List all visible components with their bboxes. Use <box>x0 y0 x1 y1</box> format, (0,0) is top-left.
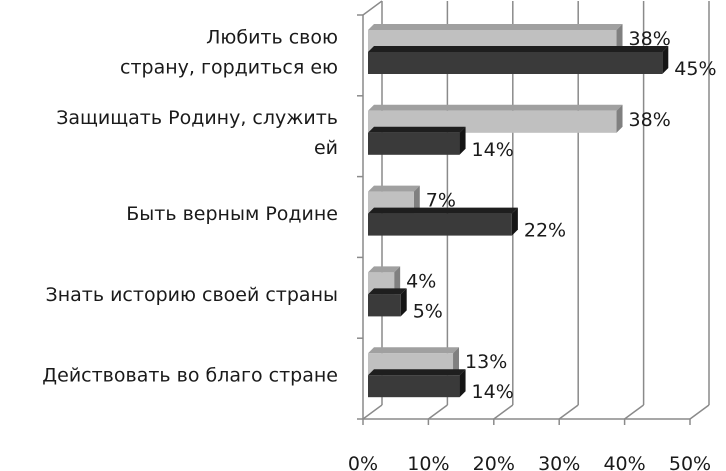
category-label: Быть верным Родине <box>126 203 338 225</box>
data-label: 14% <box>472 381 514 403</box>
floor-gridline <box>427 404 448 420</box>
bar-top <box>368 369 466 376</box>
bar <box>368 132 460 155</box>
x-tick-label: 50% <box>669 453 711 471</box>
data-label: 22% <box>524 220 566 242</box>
bar-side <box>394 266 401 295</box>
floor-gridline <box>362 404 383 420</box>
bar-top <box>368 347 460 354</box>
x-tick-label: 30% <box>538 453 580 471</box>
x-tick-label: 40% <box>603 453 645 471</box>
data-label: 13% <box>465 351 507 373</box>
bar-side <box>459 126 466 155</box>
bar-top <box>368 104 623 111</box>
x-tick-label: 0% <box>348 453 378 471</box>
category-label: ей <box>314 137 338 159</box>
bar-top <box>368 24 623 30</box>
bar <box>368 213 512 236</box>
category-label: страну, гордиться ею <box>120 56 338 78</box>
category-label: Защищать Родину, служить <box>56 107 338 129</box>
data-label: 38% <box>629 28 671 50</box>
bar-top <box>368 207 518 214</box>
data-label: 4% <box>406 270 436 292</box>
data-label: 14% <box>472 139 514 161</box>
bar-side <box>453 347 460 376</box>
bar-top <box>368 46 669 52</box>
bar-side <box>400 288 407 317</box>
bar-side <box>662 46 669 74</box>
bar-top <box>368 126 466 133</box>
x-tick-label: 20% <box>473 453 515 471</box>
bar <box>368 375 460 398</box>
category-label: Знать историю своей страны <box>46 284 338 306</box>
bar-top <box>368 185 420 192</box>
floor-gridline <box>493 404 514 420</box>
bar-side <box>413 185 420 214</box>
floor-gridline <box>558 404 579 420</box>
bar-top <box>368 266 401 273</box>
floor-gridline <box>689 404 710 420</box>
bar-side <box>616 104 623 133</box>
bar-side <box>459 369 466 398</box>
bar-top <box>368 288 407 295</box>
bar <box>368 52 663 74</box>
data-label: 5% <box>413 300 443 322</box>
data-label: 7% <box>426 190 456 212</box>
bar-side <box>616 24 623 52</box>
category-label: Действовать во благо стране <box>42 365 338 387</box>
data-label: 45% <box>674 58 716 80</box>
x-tick-label: 10% <box>407 453 449 471</box>
floor-gridline <box>624 404 645 420</box>
data-label: 38% <box>629 109 671 131</box>
wall-edge <box>362 0 383 16</box>
bar <box>368 294 401 317</box>
category-label: Любить свою <box>206 26 338 48</box>
bar-side <box>511 207 518 236</box>
